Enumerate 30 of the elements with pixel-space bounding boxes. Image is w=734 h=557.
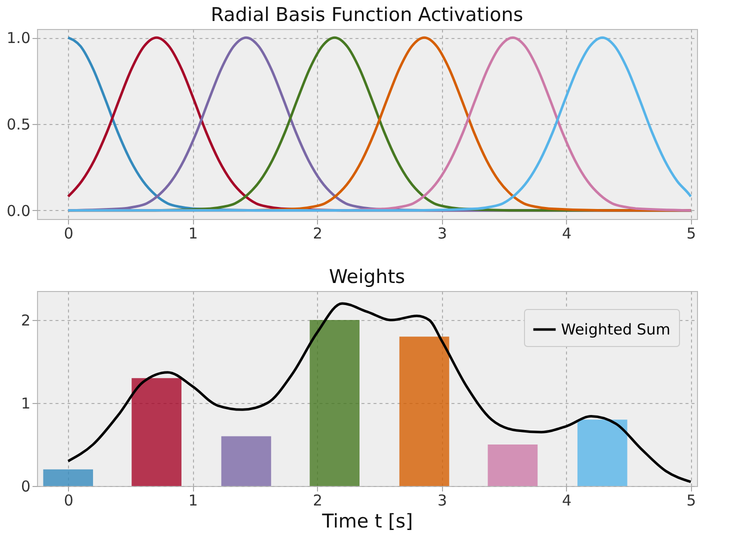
line-series [66,302,692,484]
y-tick-label: 1 [20,394,30,413]
x-tick-label: 4 [562,492,572,510]
x-tick-label: 0 [64,492,74,510]
x-tick-label: 5 [686,224,696,242]
x-tick-label: 1 [188,224,198,242]
x-tick-label: 2 [312,492,322,510]
chart-title: Radial Basis Function Activations [210,4,524,26]
chart-title: Weights [328,266,406,288]
y-tick-label: 0.0 [6,202,30,220]
x-tick-label: 3 [437,224,447,242]
x-tick-label: 5 [686,492,696,510]
bar [488,444,538,486]
bar [43,469,94,486]
x-tick-label: 2 [312,224,322,242]
bar [310,320,360,486]
x-tick-label: 4 [562,224,572,242]
legend-label: Weighted Sum [561,320,670,338]
bar [132,378,182,486]
y-tick-label: 0 [20,478,30,496]
bar [399,336,450,486]
x-tick-label: 3 [437,492,447,510]
x-axis-title: Time t [s] [321,510,413,532]
y-tick-label: 1.0 [6,29,30,48]
bar [221,436,272,486]
bar [577,420,628,486]
x-tick-label: 1 [188,492,198,510]
y-tick-label: 2 [20,312,30,330]
y-tick-label: 0.5 [6,116,30,134]
x-tick-label: 0 [64,224,74,242]
